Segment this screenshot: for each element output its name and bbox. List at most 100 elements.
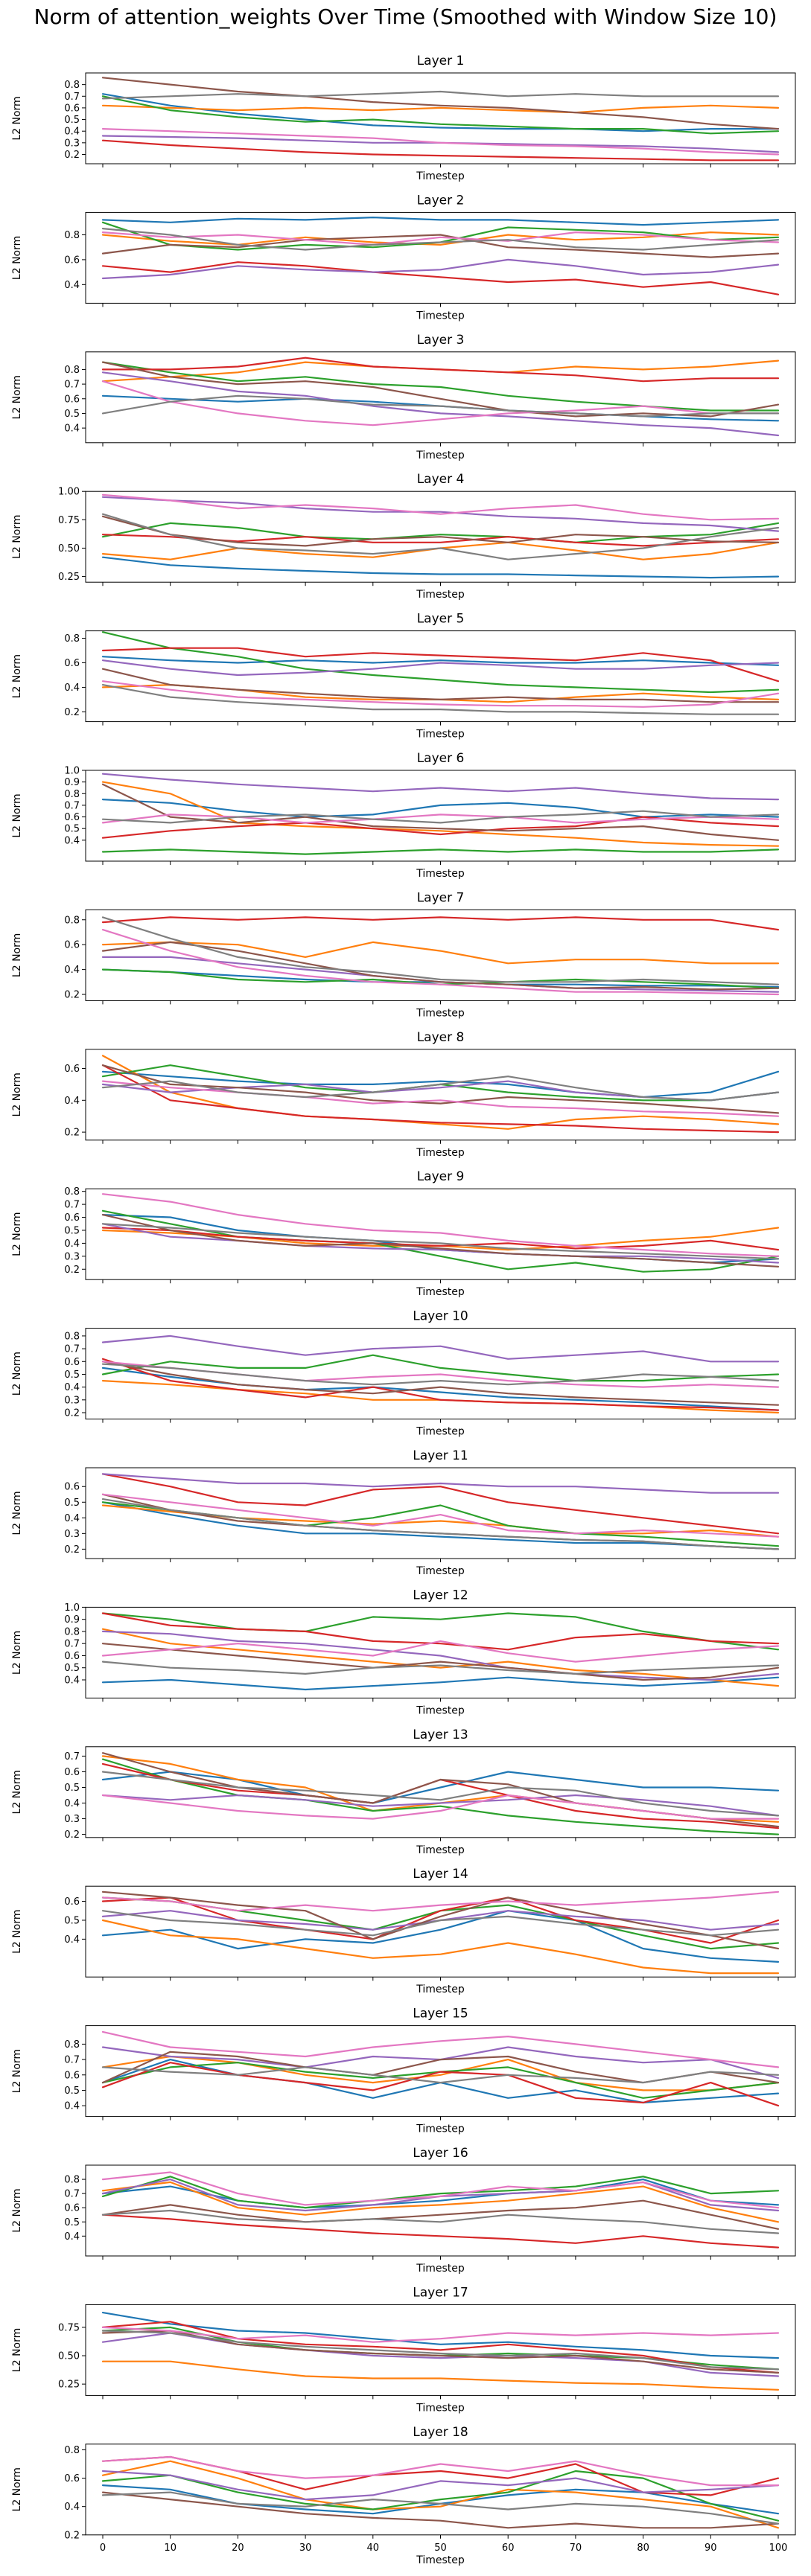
chart-panel: Layer 16 0.4 0.5 0.6 0.7 0.8 Timestep L2 Norm (11, 2146, 796, 2275)
series-line (101, 380, 780, 426)
x-tick-label: 70 (570, 2543, 582, 2554)
series-line (101, 2176, 780, 2209)
panel-title: Layer 9 (417, 1169, 465, 1184)
series-line (101, 916, 780, 931)
y-tick-label: 1.0 (64, 1602, 80, 1614)
series-line (101, 2199, 780, 2230)
y-tick-label: 0.4 (64, 2231, 80, 2243)
series-line (101, 361, 780, 412)
y-tick-label: 0.7 (64, 2055, 80, 2066)
series-line (101, 522, 780, 543)
y-tick-label: 0.6 (64, 103, 80, 114)
series-line (101, 1335, 780, 1363)
y-tick-label: 0.7 (64, 1200, 80, 1211)
series-line (101, 680, 780, 708)
series-line (101, 1473, 780, 1494)
series-line (101, 810, 780, 824)
series-line (101, 2321, 780, 2374)
y-tick-label: 0.5 (64, 1663, 80, 1674)
y-tick-label: 0.2 (64, 1544, 80, 1556)
chart-panel: Layer 8 0.2 0.4 0.6 Timestep L2 Norm (11, 1030, 796, 1159)
series-line (101, 90, 780, 100)
axes-frame (85, 351, 796, 444)
series-line (101, 1493, 780, 1538)
x-axis-label: Timestep (416, 1565, 465, 1577)
series-line (101, 781, 780, 847)
panel-title: Layer 5 (417, 612, 465, 627)
y-axis-label: L2 Norm (11, 1352, 23, 1396)
chart-panel: Layer 3 0.4 0.5 0.6 0.7 0.8 Timestep L2 Norm (11, 333, 796, 461)
x-axis-label: Timestep (416, 1007, 465, 1019)
y-tick-label: 0.2 (64, 990, 80, 1001)
x-axis-label: Timestep (416, 310, 465, 322)
series-line (101, 1771, 780, 1817)
series-line (101, 848, 780, 855)
series-line (101, 1758, 780, 1835)
x-axis-label: Timestep (416, 2123, 465, 2135)
y-tick-label: 0.50 (58, 2351, 80, 2362)
panel-title: Layer 15 (413, 2007, 468, 2022)
y-axis-label: L2 Norm (11, 1073, 23, 1116)
series-line (101, 1064, 780, 1114)
y-tick-label: 0.5 (64, 1783, 80, 1794)
series-line (101, 1612, 780, 1651)
y-tick-label: 0.75 (58, 515, 80, 526)
figure-title: Norm of attention_weights Over Time (Smo… (34, 4, 777, 29)
x-tick-label: 60 (502, 2543, 515, 2554)
series-line (101, 647, 780, 683)
y-axis-label: L2 Norm (11, 236, 23, 280)
y-tick-label: 0.8 (64, 789, 80, 800)
chart-panel: Layer 6 0.40.50.60.70.80.91.0 Timestep L2 N… (11, 751, 796, 880)
chart-panel: Layer 1 0.20.30.40.50.60.70.8 Timestep L2 N… (11, 54, 796, 182)
axes-frame (85, 1606, 796, 1698)
series-line (101, 139, 780, 162)
series-line (101, 556, 780, 579)
series-line (101, 1640, 780, 1663)
axes-frame (85, 630, 796, 723)
series-line (101, 783, 780, 841)
series-line (101, 1501, 780, 1547)
series-line (101, 2066, 780, 2084)
y-axis-label: L2 Norm (11, 1491, 23, 1535)
series-line (101, 1193, 780, 1257)
y-tick-label: 0.50 (58, 543, 80, 554)
y-tick-label: 0.4 (64, 1798, 80, 1809)
series-line (101, 2470, 780, 2522)
y-tick-label: 0.8 (64, 1626, 80, 1637)
series-line (101, 2062, 780, 2107)
y-tick-label: 0.2 (64, 150, 80, 161)
x-tick-label: 40 (367, 2543, 380, 2554)
x-axis-label: Timestep (416, 2554, 465, 2566)
y-tick-label: 0.4 (64, 1675, 80, 1687)
chart-panel: Layer 18 0.2 0.4 0.6 0.8 0 10 20 30 40 50 60 70 80 90 1… (11, 2425, 796, 2566)
series-line (101, 941, 780, 991)
series-line (101, 77, 780, 130)
y-tick-label: 0.4 (64, 1513, 80, 1524)
y-tick-label: 0.6 (64, 1651, 80, 1662)
series-line (101, 1070, 780, 1099)
series-line (101, 95, 780, 135)
series-line (101, 2455, 780, 2487)
x-axis-label: Timestep (416, 1147, 465, 1159)
series-line (101, 496, 780, 532)
y-tick-label: 0.4 (64, 965, 80, 976)
series-line (101, 1762, 780, 1829)
y-axis-label: L2 Norm (11, 2188, 23, 2232)
y-axis-label: L2 Norm (11, 515, 23, 559)
x-tick-label: 50 (434, 2543, 447, 2554)
y-tick-label: 0.8 (64, 2445, 80, 2456)
series-line (101, 1064, 780, 1134)
series-line (101, 1771, 780, 1804)
series-line (101, 228, 780, 251)
y-tick-label: 0.6 (64, 2203, 80, 2214)
series-line (101, 1891, 780, 1950)
chart-panel: Layer 7 0.2 0.4 0.6 0.8 Timestep L2 Norm (11, 890, 796, 1019)
y-tick-label: 0.8 (64, 2175, 80, 2186)
series-line (101, 2330, 780, 2371)
panel-title: Layer 11 (413, 1448, 468, 1463)
series-line (101, 1628, 780, 1687)
series-line (101, 1755, 780, 1823)
y-tick-label: 0.5 (64, 824, 80, 835)
